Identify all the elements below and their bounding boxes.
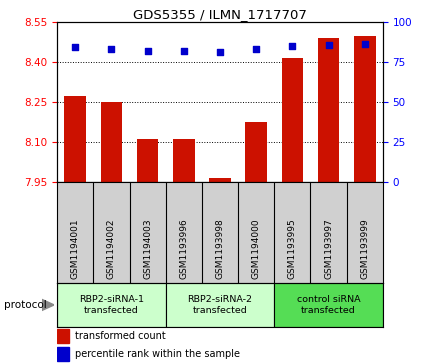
Point [289, 43, 296, 49]
Point [361, 41, 368, 47]
Point [180, 48, 187, 53]
Point [325, 42, 332, 48]
Bar [354, 36, 376, 182]
Text: GSM1194002: GSM1194002 [107, 219, 116, 279]
Bar [318, 38, 339, 182]
Text: GSM1193995: GSM1193995 [288, 218, 297, 279]
Text: GSM1194001: GSM1194001 [71, 219, 80, 279]
Title: GDS5355 / ILMN_1717707: GDS5355 / ILMN_1717707 [133, 8, 307, 21]
Bar [166, 283, 274, 327]
Bar [274, 283, 383, 327]
Point [216, 49, 224, 55]
Text: GSM1193999: GSM1193999 [360, 218, 369, 279]
Point [253, 46, 260, 52]
Point [144, 48, 151, 53]
Text: GSM1193997: GSM1193997 [324, 218, 333, 279]
Bar [246, 122, 267, 182]
Text: control siRNA
transfected: control siRNA transfected [297, 295, 360, 315]
Text: GSM1193998: GSM1193998 [216, 218, 224, 279]
Text: GSM1193996: GSM1193996 [180, 218, 188, 279]
Bar [101, 102, 122, 182]
Bar [173, 139, 194, 182]
Point [108, 46, 115, 52]
Bar [137, 139, 158, 182]
Bar [57, 347, 69, 361]
Bar [57, 283, 166, 327]
Bar [64, 96, 86, 182]
Text: RBP2-siRNA-1
transfected: RBP2-siRNA-1 transfected [79, 295, 144, 315]
Point [72, 44, 79, 50]
Text: RBP2-siRNA-2
transfected: RBP2-siRNA-2 transfected [187, 295, 253, 315]
Text: protocol: protocol [4, 300, 47, 310]
Text: GSM1194003: GSM1194003 [143, 219, 152, 279]
Bar [282, 58, 303, 182]
Text: transformed count: transformed count [75, 331, 166, 341]
Text: GSM1194000: GSM1194000 [252, 219, 260, 279]
Text: percentile rank within the sample: percentile rank within the sample [75, 349, 240, 359]
Polygon shape [42, 299, 54, 310]
Bar [209, 178, 231, 182]
Bar [57, 329, 69, 343]
